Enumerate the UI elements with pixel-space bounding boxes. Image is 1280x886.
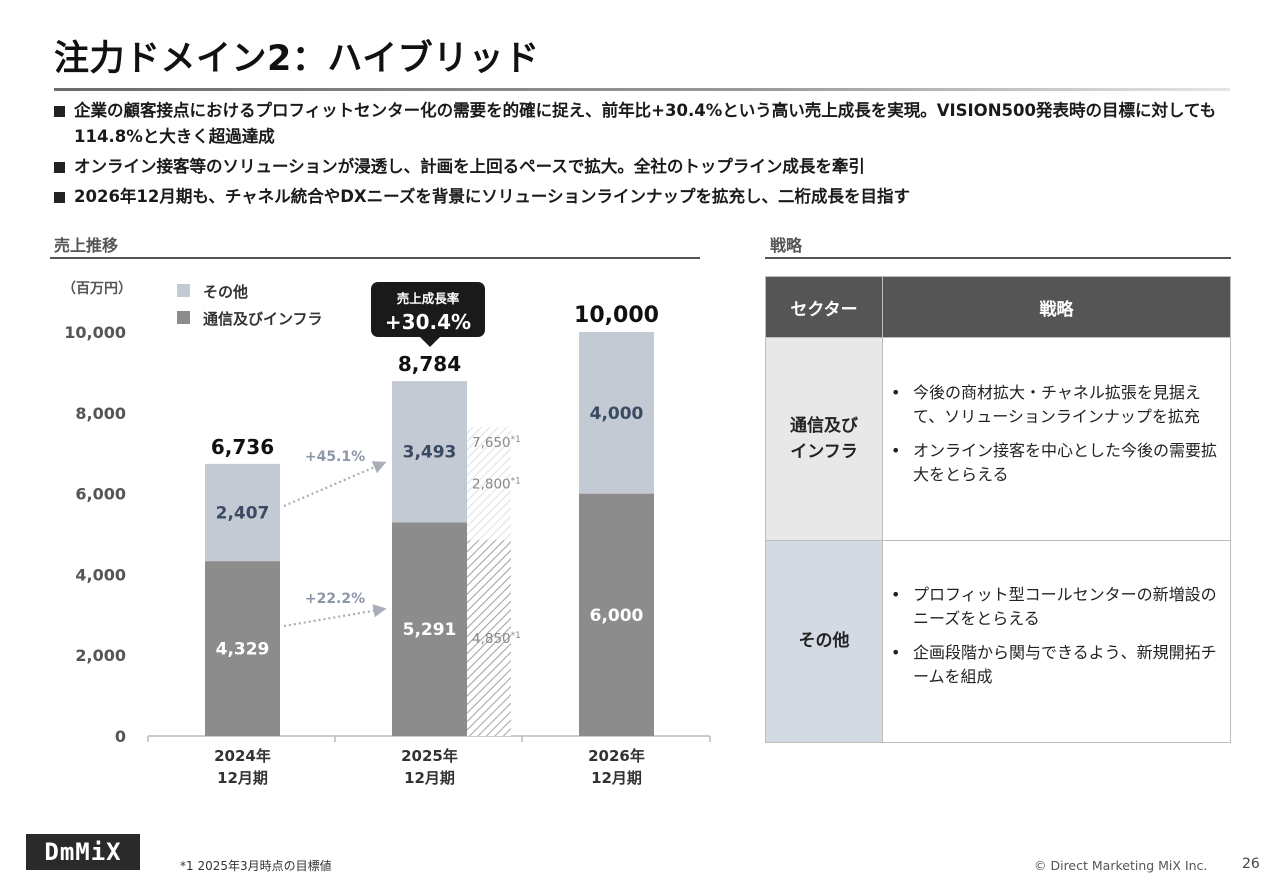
growth-label-other: +45.1%: [305, 449, 365, 465]
bar-infra: [205, 561, 280, 736]
x-category-label: 12月期: [404, 769, 455, 787]
page-number: 26: [1242, 856, 1260, 872]
square-bullet-icon: [54, 106, 65, 117]
bar-other: [392, 381, 467, 523]
y-tick-label: 8,000: [75, 404, 126, 423]
table-header-sector: セクター: [765, 276, 883, 338]
bar-total-label: 8,784: [398, 352, 461, 376]
y-tick-label: 0: [115, 727, 126, 746]
footnote-marker: *1: [511, 435, 521, 445]
strategy-item: 今後の商材拡大・チャネル拡張を見据えて、ソリューションラインナップを拡充: [891, 381, 1218, 429]
growth-arrow-other: [283, 461, 387, 508]
strategy-cell: プロフィット型コールセンターの新増設のニーズをとらえる 企画段階から関与できるよ…: [882, 539, 1231, 743]
bar-value-infra: 5,291: [403, 620, 457, 640]
x-category-label: 12月期: [591, 769, 642, 787]
bar-value-other: 3,493: [403, 443, 457, 463]
sector-cell: 通信及び インフラ: [765, 337, 883, 541]
legend-swatch-infra: [177, 311, 190, 324]
summary-bullet: 2026年12月期も、チャネル統合やDXニーズを背景にソリューションラインナップ…: [54, 184, 1230, 210]
x-category-label: 12月期: [217, 769, 268, 787]
target-infra-label: 4,850*1: [472, 631, 521, 647]
bar-value-infra: 4,329: [216, 640, 270, 660]
square-bullet-icon: [54, 192, 65, 203]
bar-infra: [579, 493, 654, 736]
bar-other: [205, 463, 280, 562]
legend-label-other: その他: [203, 283, 248, 301]
growth-callout-pointer: [420, 337, 440, 347]
growth-arrow-infra: [283, 604, 387, 628]
strategy-table: セクター 戦略 通信及び インフラ 今後の商材拡大・チャネル拡張を見据えて、ソリ…: [765, 276, 1231, 743]
bar-total-label: 6,736: [211, 435, 274, 459]
footnote-marker: *1: [511, 631, 521, 641]
bar-infra: [392, 522, 467, 736]
growth-callout-bubble: [371, 282, 485, 337]
summary-bullet: 企業の顧客接点におけるプロフィットセンター化の需要を的確に捉え、前年比+30.4…: [54, 98, 1230, 150]
target-bar-infra: [467, 540, 511, 736]
table-row: 通信及び インフラ 今後の商材拡大・チャネル拡張を見据えて、ソリューションライン…: [765, 337, 1231, 541]
x-category-label: 2026年: [588, 747, 645, 765]
x-category-label: 2024年: [214, 747, 271, 765]
growth-callout-value: +30.4%: [385, 310, 471, 334]
legend-label-infra: 通信及びインフラ: [203, 310, 323, 328]
strategy-section-title: 戦略: [770, 236, 803, 255]
summary-bullet: オンライン接客等のソリューションが浸透し、計画を上回るペースで拡大。全社のトップ…: [54, 154, 1230, 180]
strategy-section-rule: [765, 257, 1231, 259]
sector-label: 通信及び インフラ: [790, 415, 858, 462]
sales-chart: （百万円） 0 2,000 4,000 6,000 8,000 10,000 その他通信及びイ…: [62, 281, 711, 787]
strategy-item: 企画段階から関与できるよう、新規開拓チームを組成: [891, 641, 1218, 689]
y-tick-label: 10,000: [64, 323, 126, 342]
y-tick-label: 4,000: [75, 565, 126, 584]
bar-value-other: 2,407: [216, 503, 270, 523]
legend-swatch-other: [177, 284, 190, 297]
y-tick-label: 6,000: [75, 485, 126, 504]
target-total-label: 7,650*1: [472, 435, 521, 451]
y-unit-label: （百万円）: [62, 281, 132, 297]
chart-section-title: 売上推移: [54, 236, 119, 255]
copyright: © Direct Marketing MiX Inc.: [1034, 858, 1208, 873]
footnote: *1 2025年3月時点の目標値: [180, 859, 332, 873]
growth-label-infra: +22.2%: [305, 591, 365, 607]
strategy-cell: 今後の商材拡大・チャネル拡張を見据えて、ソリューションラインナップを拡充 オンラ…: [882, 337, 1231, 541]
chart-section-rule: [50, 257, 700, 259]
summary-bullets: 企業の顧客接点におけるプロフィットセンター化の需要を的確に捉え、前年比+30.4…: [54, 98, 1230, 214]
target-bar-other: [467, 426, 511, 541]
bar-total-label: 10,000: [574, 303, 659, 328]
sector-cell: その他: [765, 539, 883, 743]
strategy-list: 今後の商材拡大・チャネル拡張を見据えて、ソリューションラインナップを拡充 オンラ…: [883, 381, 1230, 487]
growth-callout-title: 売上成長率: [397, 291, 460, 306]
square-bullet-icon: [54, 162, 65, 173]
company-logo: DmMiX: [26, 834, 140, 870]
strategy-list: プロフィット型コールセンターの新増設のニーズをとらえる 企画段階から関与できるよ…: [883, 583, 1230, 689]
x-category-label: 2025年: [401, 747, 458, 765]
strategy-item: プロフィット型コールセンターの新増設のニーズをとらえる: [891, 583, 1218, 631]
target-other-label: 2,800*1: [472, 477, 521, 493]
sector-label: その他: [798, 631, 850, 652]
table-row: その他 プロフィット型コールセンターの新増設のニーズをとらえる 企画段階から関与…: [765, 539, 1231, 743]
y-tick-label: 2,000: [75, 646, 126, 665]
bar-value-infra: 6,000: [590, 606, 644, 626]
page-title: 注力ドメイン2：ハイブリッド: [54, 39, 540, 79]
footnote-marker: *1: [511, 477, 521, 487]
bar-value-other: 4,000: [590, 404, 644, 424]
bar-other: [579, 332, 654, 494]
table-header-strategy: 戦略: [882, 276, 1231, 338]
title-divider: [54, 88, 1230, 91]
strategy-item: オンライン接客を中心とした今後の需要拡大をとらえる: [891, 439, 1218, 487]
